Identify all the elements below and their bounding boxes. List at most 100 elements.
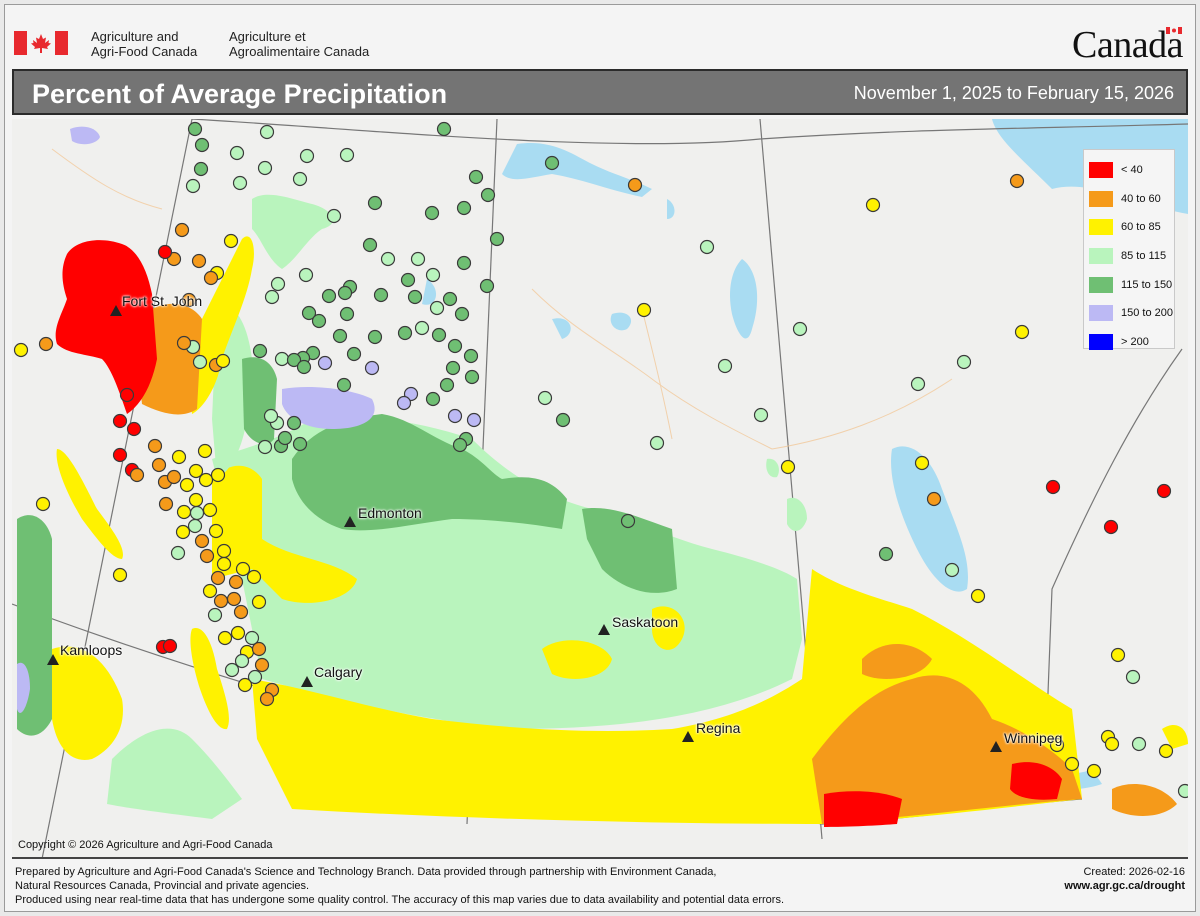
station-marker[interactable] [188,492,204,508]
station-marker[interactable] [414,320,430,336]
station-marker[interactable] [247,669,263,685]
station-marker[interactable] [228,574,244,590]
station-marker[interactable] [210,570,226,586]
station-marker[interactable] [337,285,353,301]
station-marker[interactable] [38,336,54,352]
station-marker[interactable] [197,443,213,459]
station-marker[interactable] [1158,743,1174,759]
station-marker[interactable] [425,267,441,283]
station-marker[interactable] [187,518,203,534]
station-marker[interactable] [252,343,268,359]
station-marker[interactable] [396,395,412,411]
drought-url-link[interactable]: www.agr.gc.ca/drought [1064,880,1185,892]
station-marker[interactable] [970,588,986,604]
station-marker[interactable] [203,270,219,286]
station-marker[interactable] [217,630,233,646]
station-marker[interactable] [464,369,480,385]
station-marker[interactable] [636,302,652,318]
station-marker[interactable] [792,321,808,337]
station-marker[interactable] [544,155,560,171]
station-marker[interactable] [699,239,715,255]
station-marker[interactable] [235,561,251,577]
station-marker[interactable] [1086,763,1102,779]
station-marker[interactable] [158,496,174,512]
station-marker[interactable] [753,407,769,423]
station-marker[interactable] [208,523,224,539]
station-marker[interactable] [263,408,279,424]
station-marker[interactable] [187,121,203,137]
station-marker[interactable] [215,353,231,369]
station-marker[interactable] [223,233,239,249]
station-marker[interactable] [454,306,470,322]
station-marker[interactable] [878,546,894,562]
station-marker[interactable] [537,390,553,406]
station-marker[interactable] [286,415,302,431]
station-marker[interactable] [339,147,355,163]
station-marker[interactable] [13,342,29,358]
station-marker[interactable] [926,491,942,507]
station-marker[interactable] [1156,483,1172,499]
station-marker[interactable] [286,352,302,368]
station-marker[interactable] [479,278,495,294]
station-marker[interactable] [157,244,173,260]
station-marker[interactable] [1049,737,1065,753]
station-marker[interactable] [1177,783,1189,799]
station-marker[interactable] [456,255,472,271]
station-marker[interactable] [202,502,218,518]
station-marker[interactable] [956,354,972,370]
station-marker[interactable] [292,171,308,187]
station-marker[interactable] [336,377,352,393]
station-marker[interactable] [216,543,232,559]
station-marker[interactable] [194,533,210,549]
station-marker[interactable] [447,408,463,424]
station-marker[interactable] [649,435,665,451]
station-marker[interactable] [445,360,461,376]
station-marker[interactable] [176,335,192,351]
station-marker[interactable] [188,463,204,479]
station-marker[interactable] [179,477,195,493]
station-marker[interactable] [259,691,275,707]
station-marker[interactable] [259,124,275,140]
station-marker[interactable] [407,289,423,305]
station-marker[interactable] [232,175,248,191]
station-marker[interactable] [174,222,190,238]
station-marker[interactable] [270,276,286,292]
station-marker[interactable] [191,253,207,269]
station-marker[interactable] [35,496,51,512]
station-marker[interactable] [151,457,167,473]
station-marker[interactable] [292,436,308,452]
station-marker[interactable] [254,657,270,673]
station-marker[interactable] [380,251,396,267]
station-marker[interactable] [480,187,496,203]
station-marker[interactable] [944,562,960,578]
station-marker[interactable] [192,354,208,370]
station-marker[interactable] [410,251,426,267]
station-marker[interactable] [620,513,636,529]
station-marker[interactable] [166,469,182,485]
station-marker[interactable] [429,300,445,316]
station-marker[interactable] [237,677,253,693]
precipitation-map[interactable]: Fort St. John Edmonton Kamloops Calgary Sask… [12,119,1188,859]
station-marker[interactable] [213,593,229,609]
station-marker[interactable] [400,272,416,288]
station-marker[interactable] [171,449,187,465]
station-marker[interactable] [210,467,226,483]
station-marker[interactable] [489,231,505,247]
station-marker[interactable] [226,591,242,607]
station-marker[interactable] [112,567,128,583]
station-marker[interactable] [397,325,413,341]
station-marker[interactable] [914,455,930,471]
station-marker[interactable] [1131,736,1147,752]
station-marker[interactable] [1064,756,1080,772]
station-marker[interactable] [339,306,355,322]
station-marker[interactable] [1125,669,1141,685]
station-marker[interactable] [1045,479,1061,495]
station-marker[interactable] [367,329,383,345]
station-marker[interactable] [277,430,293,446]
station-marker[interactable] [112,447,128,463]
station-marker[interactable] [296,359,312,375]
station-marker[interactable] [326,208,342,224]
station-marker[interactable] [207,607,223,623]
station-marker[interactable] [1103,519,1119,535]
station-marker[interactable] [185,178,201,194]
